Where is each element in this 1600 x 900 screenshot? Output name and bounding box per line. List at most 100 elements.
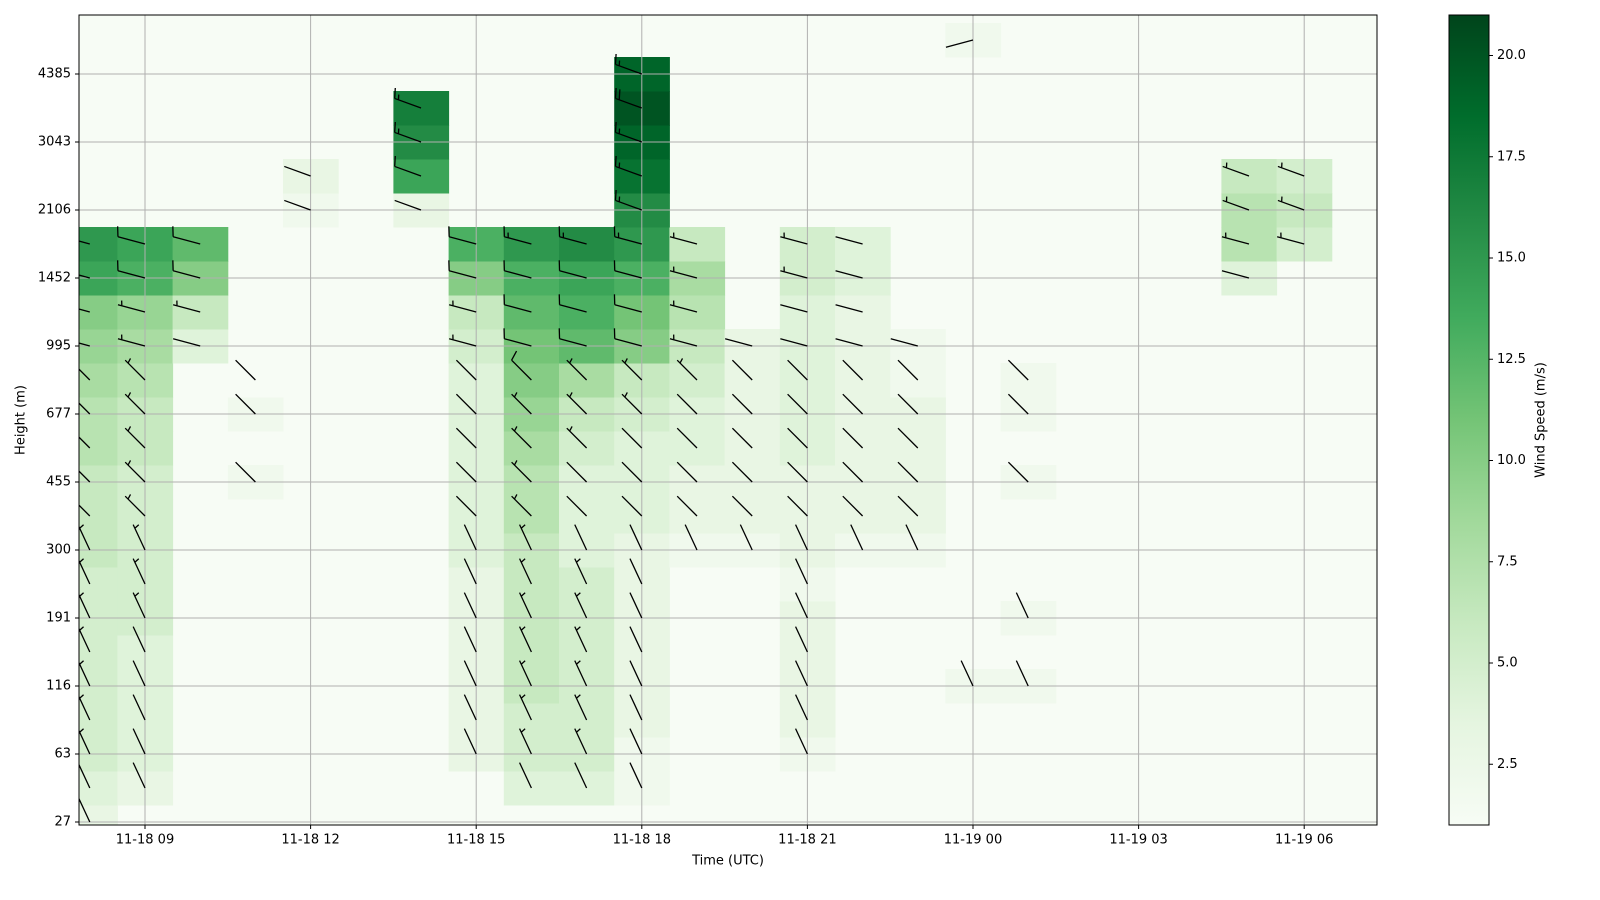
wind-barb xyxy=(566,426,588,449)
heat-cell xyxy=(227,363,284,398)
wind-barb xyxy=(463,558,477,585)
wind-barb xyxy=(79,694,91,721)
wind-barb xyxy=(79,797,91,823)
y-tick-label: 3043 xyxy=(38,135,71,150)
wind-barb xyxy=(566,358,588,381)
wind-barb xyxy=(117,334,146,347)
wind-barb xyxy=(124,358,146,381)
wind-barb xyxy=(731,359,753,381)
heat-cell xyxy=(79,295,118,330)
heat-cell xyxy=(559,295,615,330)
wind-barb xyxy=(116,226,146,245)
wind-barb xyxy=(463,728,477,755)
heat-cell xyxy=(835,431,891,466)
wind-barb xyxy=(518,626,532,653)
x-axis-label: Time (UTC) xyxy=(691,854,764,869)
heat-cell xyxy=(393,91,450,126)
wind-barb xyxy=(574,558,588,585)
wind-barb xyxy=(621,495,643,517)
y-tick-label: 995 xyxy=(46,339,71,354)
heat-cell xyxy=(835,363,891,398)
wind-barb xyxy=(79,558,91,585)
wind-barb xyxy=(960,660,974,687)
axes: 11-18 09 11-18 12 11-18 15 11-18 18 11-18 21… xyxy=(38,48,1526,848)
colorbar-tick-label: 15.0 xyxy=(1497,251,1526,266)
wind-barb xyxy=(117,300,146,313)
wind-barb xyxy=(724,338,753,347)
wind-barb xyxy=(394,199,422,211)
y-tick-label: 116 xyxy=(46,679,71,694)
heat-cell xyxy=(724,499,781,534)
heat-cell xyxy=(79,499,118,534)
wind-barb xyxy=(676,495,698,517)
grid xyxy=(79,15,1377,825)
x-tick-label: 11-19 00 xyxy=(944,833,1002,848)
wind-barb xyxy=(621,358,643,381)
wind-barb xyxy=(835,304,863,313)
wind-barb xyxy=(731,461,753,483)
wind-barb xyxy=(558,260,587,279)
heat-cell xyxy=(79,635,118,670)
wind-barb xyxy=(574,626,588,653)
wind-barb xyxy=(629,728,643,755)
y-tick-label: 677 xyxy=(46,407,71,422)
wind-barb xyxy=(614,155,643,177)
wind-barb xyxy=(842,495,864,517)
wind-barb xyxy=(518,660,532,687)
y-tick-label: 63 xyxy=(54,747,71,762)
wind-barb xyxy=(132,660,146,687)
heat-cell xyxy=(172,227,229,262)
wind-barb xyxy=(463,626,477,653)
y-axis-label: Height (m) xyxy=(14,385,29,455)
wind-barb xyxy=(455,393,477,415)
wind-barb xyxy=(132,762,146,789)
wind-barb xyxy=(558,226,587,245)
wind-barb xyxy=(613,226,642,245)
heat-cell xyxy=(503,567,560,602)
wind-barb xyxy=(731,427,753,449)
heat-cell xyxy=(559,567,615,602)
wind-barb xyxy=(79,436,91,449)
wind-barb xyxy=(394,87,422,109)
wind-barb xyxy=(835,338,863,347)
wind-barb xyxy=(124,460,146,483)
wind-barb xyxy=(780,232,808,245)
y-tick-label: 300 xyxy=(46,543,71,558)
heat-cell xyxy=(669,431,726,466)
wind-barb xyxy=(79,763,91,789)
heat-cell xyxy=(559,431,615,466)
heat-cell xyxy=(669,363,726,398)
wind-barb xyxy=(172,226,201,245)
wind-barb xyxy=(124,392,146,415)
wind-barb xyxy=(669,334,698,347)
wind-barb xyxy=(731,495,753,517)
wind-barb xyxy=(235,461,256,483)
heat-cell xyxy=(503,635,560,670)
wind-barb xyxy=(684,524,698,551)
heat-cell xyxy=(835,295,891,330)
wind-barb xyxy=(629,524,643,551)
wind-barb xyxy=(394,155,422,177)
wind-barb xyxy=(614,189,643,211)
x-tick-label: 11-19 06 xyxy=(1275,833,1333,848)
heat-cell xyxy=(393,159,450,194)
heat-cell xyxy=(890,431,946,466)
wind-barb xyxy=(284,199,311,211)
wind-barb xyxy=(132,524,146,551)
wind-barb xyxy=(511,392,532,415)
wind-barb xyxy=(79,274,90,279)
wind-barb xyxy=(284,165,311,177)
y-tick-label: 4385 xyxy=(38,67,71,82)
heat-cell xyxy=(503,431,560,466)
wind-barb xyxy=(574,524,588,551)
wind-barb xyxy=(79,308,90,313)
wind-barb xyxy=(518,762,532,789)
wind-barb xyxy=(794,524,808,551)
wind-barb xyxy=(1222,162,1250,177)
wind-barb xyxy=(613,294,642,313)
wind-barb xyxy=(780,338,808,347)
wind-barb xyxy=(116,260,146,279)
wind-barb xyxy=(614,121,643,143)
heat-cell xyxy=(559,635,615,670)
